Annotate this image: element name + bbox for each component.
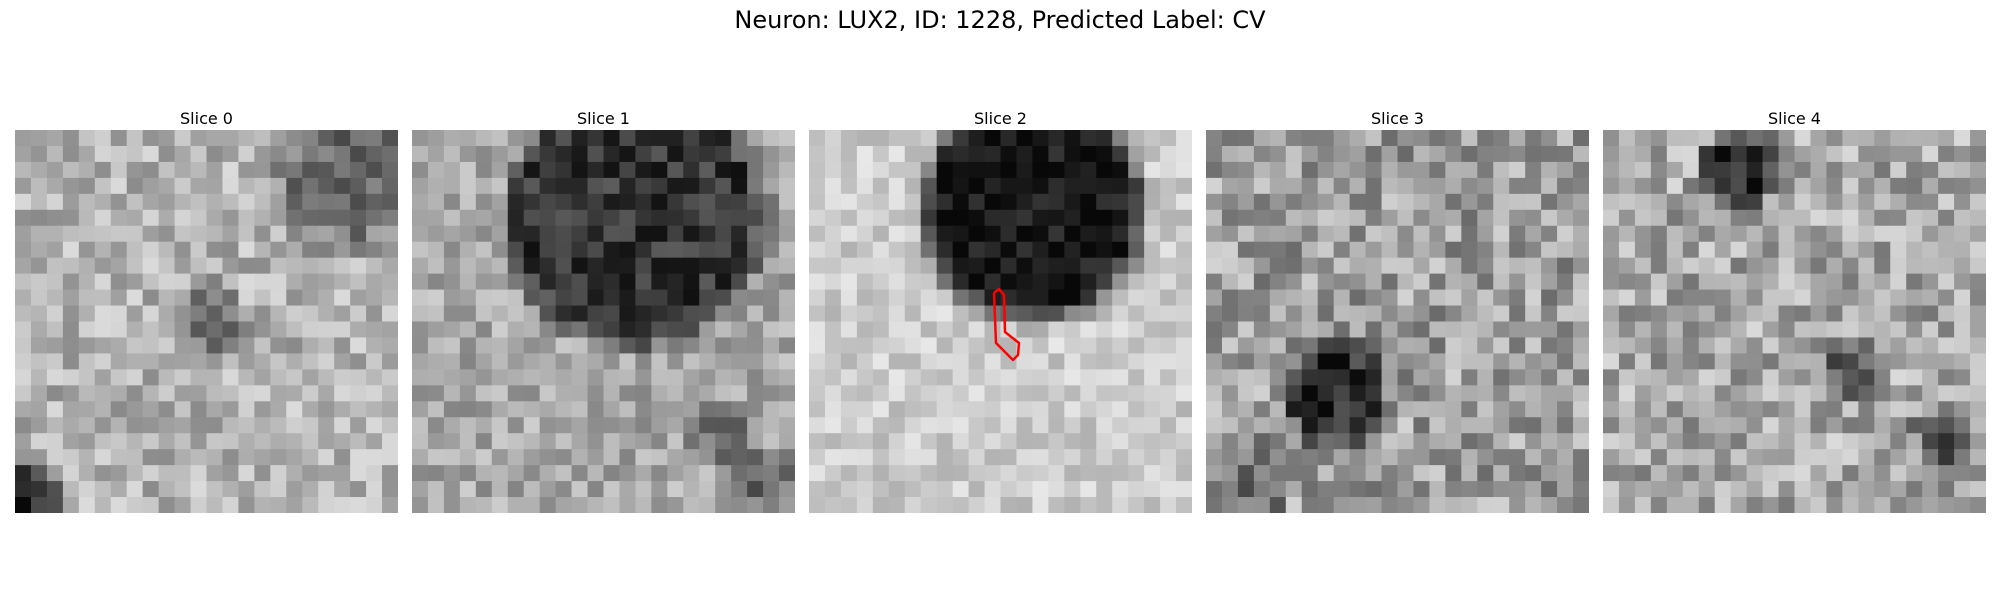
slice-image-1 xyxy=(412,130,795,513)
slice-panel-2: Slice 2 xyxy=(809,108,1192,513)
slice-image-3 xyxy=(1206,130,1589,513)
roi-outline xyxy=(992,287,1021,362)
slice-pixels-0 xyxy=(15,130,398,513)
slice-image-2 xyxy=(809,130,1192,513)
slice-pixels-2 xyxy=(809,130,1192,513)
slice-panel-1: Slice 1 xyxy=(412,108,795,513)
slice-panel-0: Slice 0 xyxy=(15,108,398,513)
slice-pixels-1 xyxy=(412,130,795,513)
slice-title-2: Slice 2 xyxy=(974,109,1027,128)
slice-title-4: Slice 4 xyxy=(1768,109,1821,128)
slice-image-4 xyxy=(1603,130,1986,513)
slice-panel-4: Slice 4 xyxy=(1603,108,1986,513)
slice-title-0: Slice 0 xyxy=(180,109,233,128)
figure-title: Neuron: LUX2, ID: 1228, Predicted Label:… xyxy=(734,6,1266,34)
slice-panel-3: Slice 3 xyxy=(1206,108,1589,513)
slice-image-0 xyxy=(15,130,398,513)
slice-pixels-3 xyxy=(1206,130,1589,513)
slice-title-3: Slice 3 xyxy=(1371,109,1424,128)
slice-pixels-4 xyxy=(1603,130,1986,513)
slice-title-1: Slice 1 xyxy=(577,109,630,128)
